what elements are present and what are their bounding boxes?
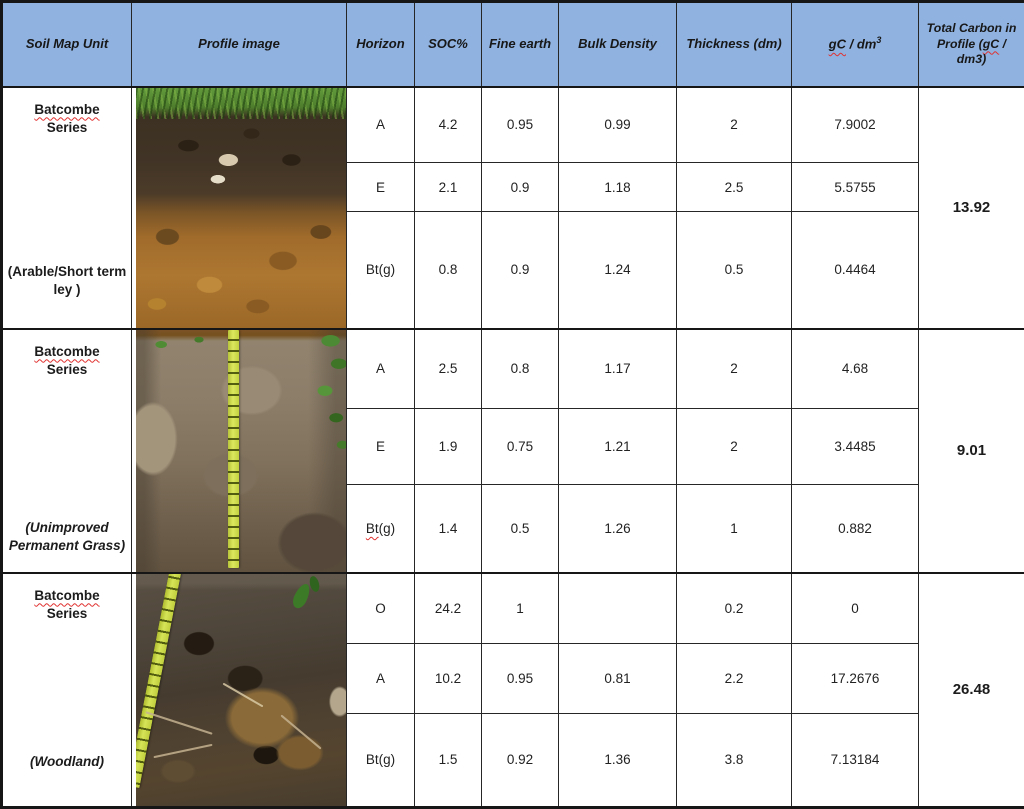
bulk-density-cell: 1.17 xyxy=(559,329,677,409)
bulk-density-cell: 1.26 xyxy=(559,485,677,573)
col-header-gc-per-dm3: gC / dm3 xyxy=(792,2,919,87)
horizon-cell: A xyxy=(347,87,415,163)
col-header-bulk-density: Bulk Density xyxy=(559,2,677,87)
gc-cell: 7.9002 xyxy=(792,87,919,163)
land-use-label: (Woodland) xyxy=(3,753,131,771)
root-strand xyxy=(280,715,321,750)
root-strand xyxy=(223,683,264,708)
thickness-cell: 1 xyxy=(677,485,792,573)
vegetation-patch xyxy=(276,330,346,465)
horizon-cell: E xyxy=(347,409,415,485)
col-header-soc: SOC% xyxy=(415,2,482,87)
thickness-cell: 0.2 xyxy=(677,573,792,644)
bt-misspell-mark: Bt xyxy=(366,521,379,536)
soc-cell: 1.4 xyxy=(415,485,482,573)
fine-earth-cell: 0.5 xyxy=(482,485,559,573)
thickness-cell: 0.5 xyxy=(677,212,792,329)
bulk-density-cell: 1.18 xyxy=(559,163,677,212)
soc-cell: 1.9 xyxy=(415,409,482,485)
fine-earth-cell: 0.95 xyxy=(482,87,559,163)
header-row: Soil Map Unit Profile image Horizon SOC%… xyxy=(2,2,1024,87)
profile-image-cell-2 xyxy=(132,329,347,573)
gc-cell: 4.68 xyxy=(792,329,919,409)
col-header-total-carbon: Total Carbon in Profile (gC / dm3) xyxy=(919,2,1024,87)
total-carbon-cell-1: 13.92 xyxy=(919,87,1024,329)
soc-cell: 24.2 xyxy=(415,573,482,644)
soc-cell: 2.1 xyxy=(415,163,482,212)
land-use-label: (Arable/Short term ley ) xyxy=(3,263,131,299)
thickness-cell: 2 xyxy=(677,329,792,409)
gc-cell: 5.5755 xyxy=(792,163,919,212)
col-header-fine-earth: Fine earth xyxy=(482,2,559,87)
gc-cell: 0.4464 xyxy=(792,212,919,329)
grass-strip xyxy=(136,88,346,119)
soc-cell: 0.8 xyxy=(415,212,482,329)
gc-misspell-mark: gC xyxy=(983,37,999,51)
soil-profile-photo-2 xyxy=(136,330,346,572)
col-header-soil-map-unit: Soil Map Unit xyxy=(2,2,132,87)
horizon-cell: Bt(g) xyxy=(347,212,415,329)
col-header-thickness: Thickness (dm) xyxy=(677,2,792,87)
gc-cell: 7.13184 xyxy=(792,714,919,807)
fine-earth-cell: 0.9 xyxy=(482,212,559,329)
bulk-density-cell xyxy=(559,573,677,644)
soc-cell: 10.2 xyxy=(415,644,482,714)
bulk-density-cell: 1.21 xyxy=(559,409,677,485)
root-strand xyxy=(146,711,213,735)
gc-cell: 17.2676 xyxy=(792,644,919,714)
fine-earth-cell: 0.75 xyxy=(482,409,559,485)
profile-image-cell-1 xyxy=(132,87,347,329)
gc-misspell-mark: gC xyxy=(829,37,846,52)
horizon-cell: Bt(g) xyxy=(347,714,415,807)
bulk-density-cell: 0.81 xyxy=(559,644,677,714)
leaf-icon xyxy=(308,575,321,593)
col-header-horizon: Horizon xyxy=(347,2,415,87)
total-carbon-cell-2: 9.01 xyxy=(919,329,1024,573)
fine-earth-cell: 0.9 xyxy=(482,163,559,212)
bulk-density-cell: 1.36 xyxy=(559,714,677,807)
fine-earth-cell: 0.92 xyxy=(482,714,559,807)
root-strand xyxy=(153,744,212,758)
fine-earth-cell: 0.95 xyxy=(482,644,559,714)
horizon-cell: A xyxy=(347,329,415,409)
soc-cell: 1.5 xyxy=(415,714,482,807)
thickness-cell: 2 xyxy=(677,87,792,163)
measuring-tape xyxy=(228,330,239,568)
profile-image-cell-3 xyxy=(132,573,347,808)
fine-earth-cell: 0.8 xyxy=(482,329,559,409)
thickness-cell: 2 xyxy=(677,409,792,485)
thickness-cell: 2.2 xyxy=(677,644,792,714)
gc-cell: 0.882 xyxy=(792,485,919,573)
horizon-cell: A xyxy=(347,644,415,714)
horizon-cell: O xyxy=(347,573,415,644)
col-header-profile-image: Profile image xyxy=(132,2,347,87)
gc-cell: 3.4485 xyxy=(792,409,919,485)
bulk-density-cell: 1.24 xyxy=(559,212,677,329)
total-carbon-cell-3: 26.48 xyxy=(919,573,1024,808)
fine-earth-cell: 1 xyxy=(482,573,559,644)
horizon-cell: E xyxy=(347,163,415,212)
soc-cell: 2.5 xyxy=(415,329,482,409)
soil-profile-photo-3 xyxy=(136,574,346,806)
gc-cell: 0 xyxy=(792,573,919,644)
soc-cell: 4.2 xyxy=(415,87,482,163)
thickness-cell: 2.5 xyxy=(677,163,792,212)
thickness-cell: 3.8 xyxy=(677,714,792,807)
bulk-density-cell: 0.99 xyxy=(559,87,677,163)
soil-profile-photo-1 xyxy=(136,88,346,328)
land-use-label: (Unimproved Permanent Grass) xyxy=(3,519,131,555)
horizon-cell: Bt(g) xyxy=(347,485,415,573)
